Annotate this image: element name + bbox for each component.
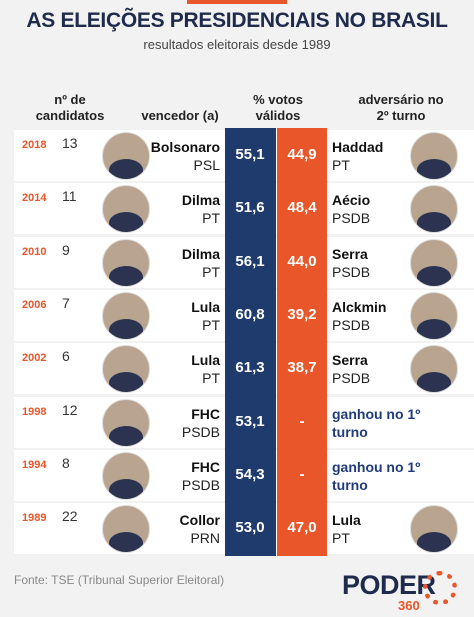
winner-photo: [102, 185, 150, 234]
opponent-name: Serra: [332, 352, 368, 369]
winner-photo: [102, 345, 150, 394]
opponent-pct: 47,0: [287, 519, 317, 537]
opponent-party: PT: [332, 157, 350, 173]
year: 1994: [22, 458, 47, 471]
year: 1989: [22, 512, 47, 525]
winner-party: PT: [202, 370, 220, 387]
opponent-pct: 48,4: [287, 199, 317, 217]
winner-photo: [102, 238, 150, 287]
winner-photo: [102, 132, 150, 180]
winner-name: Dilma: [181, 245, 220, 262]
winner-pct: 53,1: [235, 412, 265, 430]
opponent-pct: 44,9: [287, 146, 317, 163]
opponent-column: [277, 128, 327, 556]
title: AS ELEIÇÕES PRESIDENCIAIS NO BRASIL: [26, 9, 448, 32]
opponent-pct: -: [299, 412, 305, 430]
winner-party: PT: [202, 316, 220, 333]
subtitle: resultados eleitorais desde 1989: [143, 37, 331, 52]
winner-name: Bolsonaro: [150, 139, 220, 155]
opponent-photo: [410, 185, 458, 234]
column-header: nº de candidatos: [35, 92, 105, 123]
winner-pct: 61,3: [235, 359, 265, 377]
opponent-photo: [410, 291, 458, 340]
candidates: 12: [62, 401, 78, 418]
opponent-pct: 39,2: [287, 305, 317, 323]
winner-pct: 56,1: [235, 252, 265, 270]
accent-bar: [187, 0, 287, 4]
year: 2002: [22, 352, 47, 365]
note: ganhou no 1º turno: [332, 458, 421, 493]
opponent-name: Aécio: [332, 192, 371, 209]
logo-sub: 360: [398, 598, 420, 613]
opponent-photo: [410, 345, 458, 394]
winner-photo: [102, 398, 150, 447]
column-header: vencedor (a): [141, 108, 219, 123]
candidates: 22: [62, 508, 78, 525]
winner-pct: 54,3: [235, 465, 265, 483]
candidates: 9: [62, 241, 70, 258]
winner-party: PRN: [190, 530, 220, 547]
source: Fonte: TSE (Tribunal Superior Eleitoral): [14, 573, 225, 587]
winner-pct: 53,0: [235, 519, 265, 537]
column-header: % votos válidos: [253, 92, 303, 123]
year: 2010: [22, 245, 47, 258]
winner-name: Dilma: [181, 192, 220, 209]
year: 2018: [22, 139, 47, 151]
winner-name: FHC: [191, 405, 220, 422]
winner-party: PSDB: [181, 423, 220, 440]
winner-party: PT: [202, 210, 220, 227]
winner-party: PSDB: [181, 476, 220, 493]
opponent-party: PT: [332, 530, 350, 547]
winner-name: FHC: [191, 458, 220, 475]
opponent-party: PSDB: [332, 370, 371, 387]
winner-party: PSL: [193, 157, 220, 173]
logo-icon: [423, 571, 457, 605]
winner-column: [225, 128, 276, 556]
winner-pct: 51,6: [235, 199, 265, 217]
year: 1998: [22, 405, 47, 418]
opponent-name: Haddad: [332, 139, 384, 155]
opponent-photo: [410, 505, 458, 554]
opponent-name: Alckmin: [332, 298, 387, 315]
winner-party: PT: [202, 263, 220, 280]
winner-pct: 60,8: [235, 305, 265, 323]
opponent-pct: 38,7: [287, 359, 317, 377]
candidates: 7: [62, 294, 70, 311]
candidates: 6: [62, 348, 70, 365]
winner-name: Lula: [191, 298, 220, 315]
winner-photo: [102, 505, 150, 554]
column-header: adversário no 2º turno: [358, 92, 444, 123]
candidates: 8: [62, 454, 70, 471]
opponent-photo: [410, 132, 458, 180]
winner-photo: [102, 291, 150, 340]
opponent-photo: [410, 238, 458, 287]
opponent-name: Lula: [332, 512, 361, 529]
candidates: 13: [62, 135, 78, 151]
winner-name: Lula: [191, 352, 220, 369]
opponent-party: PSDB: [332, 316, 371, 333]
note: ganhou no 1º turno: [332, 405, 421, 440]
logo: PODER: [342, 570, 436, 600]
winner-name: Collor: [179, 512, 220, 529]
opponent-party: PSDB: [332, 210, 371, 227]
winner-photo: [102, 451, 150, 500]
year: 2014: [22, 192, 47, 205]
year: 2006: [22, 298, 47, 311]
opponent-pct: -: [299, 465, 305, 483]
opponent-party: PSDB: [332, 263, 371, 280]
opponent-pct: 44,0: [287, 252, 317, 270]
candidates: 11: [62, 188, 77, 205]
winner-pct: 55,1: [235, 146, 265, 163]
opponent-name: Serra: [332, 245, 368, 262]
